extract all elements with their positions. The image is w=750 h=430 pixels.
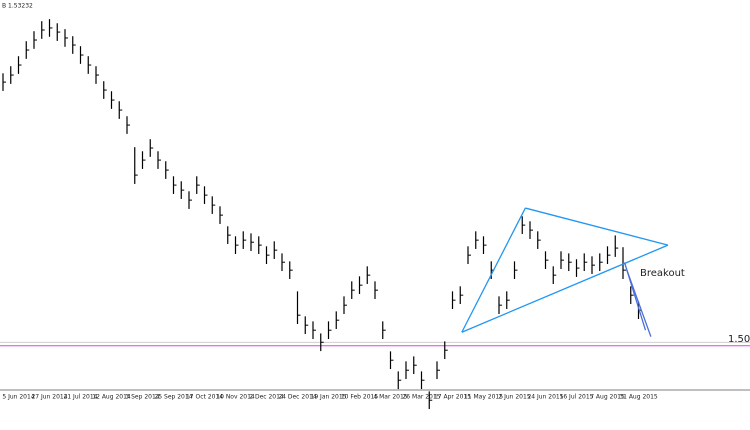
x-tick-label: 11 May 2015 [464,394,503,401]
x-tick-label: 21 Jul 2014 [64,394,98,401]
x-tick-label: 10 Nov 2014 [216,394,255,401]
x-tick-label: 24 Dec 2014 [278,394,317,401]
x-tick-label: 10 Feb 2015 [341,394,379,401]
x-tick-label: 24 Jun 2015 [527,394,563,401]
x-tick-label: 16 Jul 2015 [560,394,594,401]
trendline [461,244,669,333]
x-tick-label: 2 Jun 2015 [498,394,530,401]
trendline [525,207,669,246]
x-tick-label: 3 Sep 2014 [125,394,159,401]
x-tick-label: 17 Oct 2014 [186,394,223,401]
annotation: Breakout [640,268,685,279]
x-tick-label: 12 Aug 2014 [92,394,131,401]
x-tick-label: 5 Jun 2014 [2,394,34,401]
y-tick-label: 1.505 [728,334,750,345]
x-tick-label: 27 Jun 2014 [31,394,67,401]
x-tick-label: 2 Dec 2014 [249,394,284,401]
x-tick-label: 4 Mar 2015 [373,394,407,401]
x-tick-label: 25 Sep 2014 [154,394,192,401]
trendline [623,262,647,331]
trendline [461,207,526,333]
x-tick-label: 19 Jan 2015 [311,394,347,401]
x-tick-label: 7 Aug 2015 [590,394,625,401]
chart-title: B 1.53232 [2,3,33,10]
x-tick-label: 31 Aug 2015 [619,394,658,401]
x-tick-label: 17 Apr 2015 [434,394,471,401]
x-tick-label: 26 Mar 2015 [402,394,440,401]
